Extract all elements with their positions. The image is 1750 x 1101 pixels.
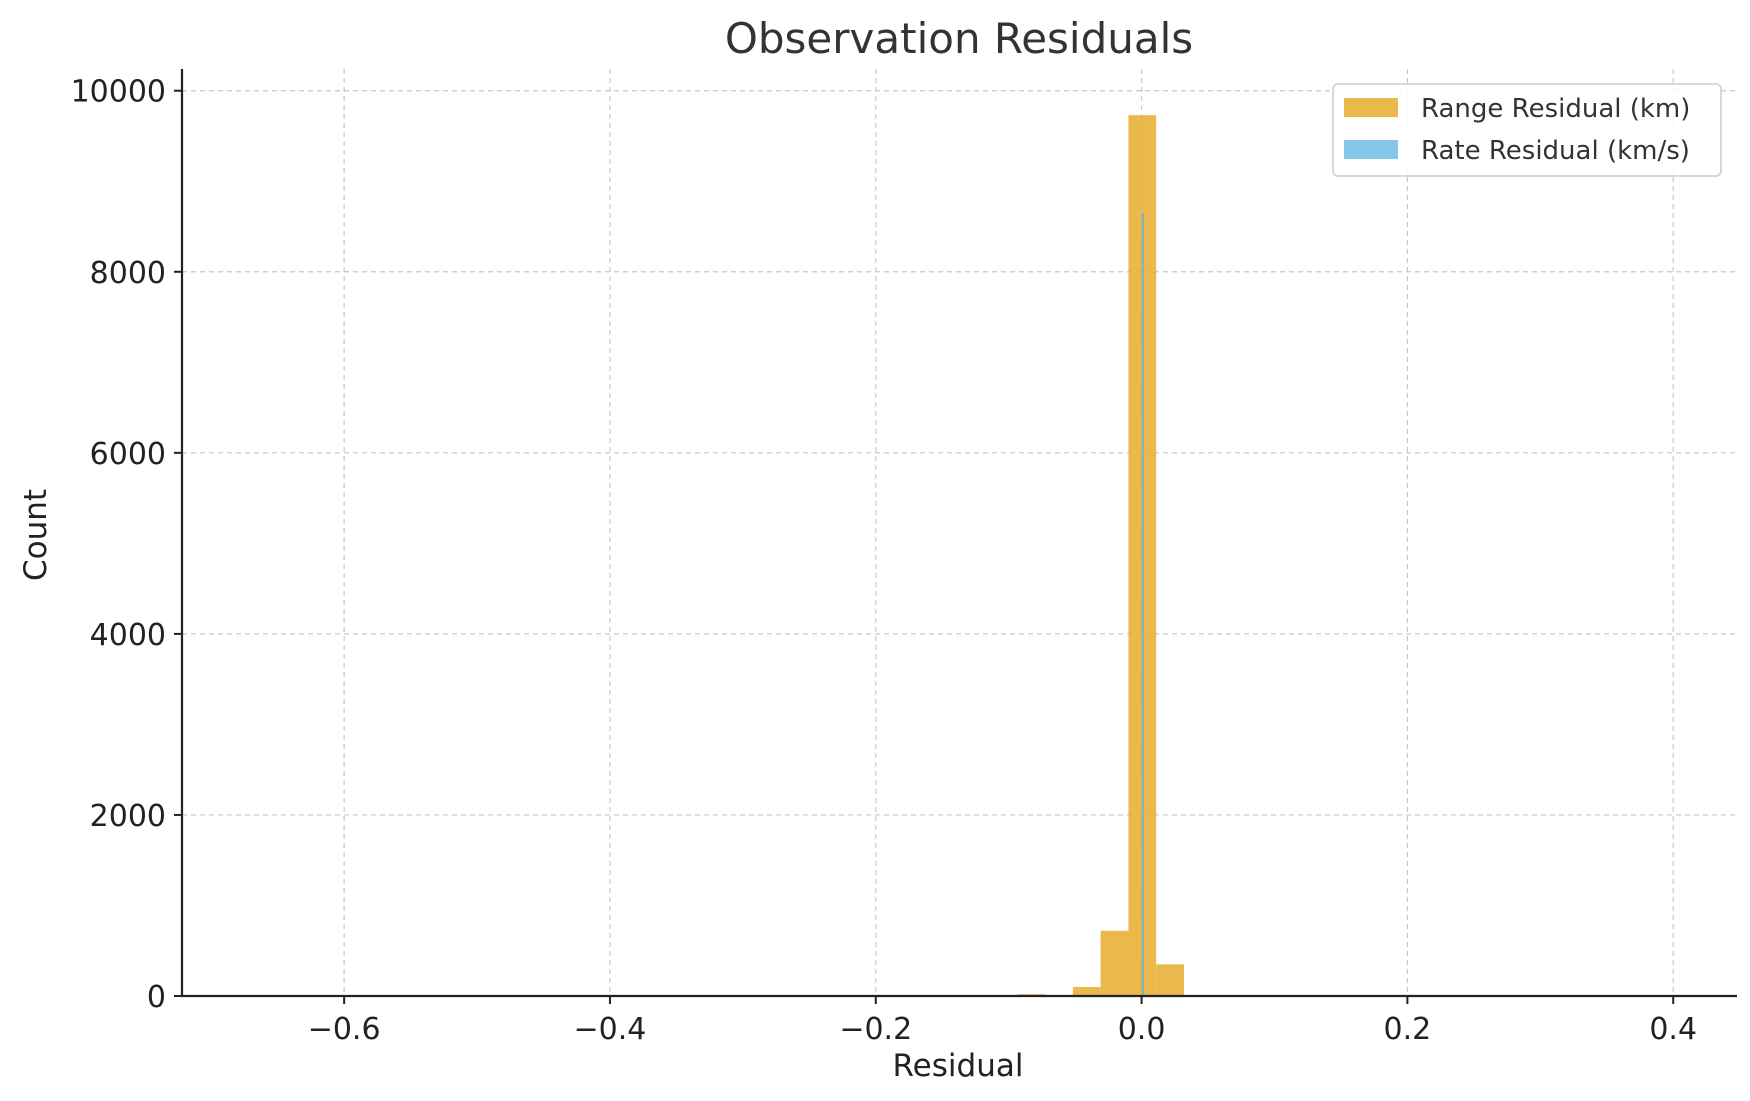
axes [180,69,1737,998]
x-tick-label: 0.4 [1649,1012,1697,1047]
legend-swatch-rate-residual [1344,140,1398,159]
legend-label-range-residual: Range Residual (km) [1421,94,1690,124]
x-tick-label: −0.4 [574,1012,647,1047]
ticks: −0.6 −0.4 −0.2 0.0 0.2 0.4 0 2000 4000 6000 8000 10… [71,75,1698,1047]
legend: Range Residual (km) Rate Residual (km/s) [1332,83,1722,177]
legend-label-rate-residual: Rate Residual (km/s) [1421,136,1690,166]
rate-residual-bar [1141,212,1144,996]
legend-frame [1332,83,1722,177]
x-axis-title: Residual [893,1048,1024,1084]
y-tick-label: 6000 [90,437,166,472]
range-residual-bar [1156,964,1184,996]
chart-title: Observation Residuals [725,14,1193,63]
x-tick-label: −0.6 [308,1012,381,1047]
x-tick-label: 0.2 [1384,1012,1432,1047]
x-tick-label: 0.0 [1118,1012,1166,1047]
y-tick-label: 4000 [90,618,166,653]
y-tick-label: 2000 [90,799,166,834]
y-tick-label: 10000 [71,75,166,110]
grid [182,69,1737,996]
histogram-bars [1017,115,1184,996]
range-residual-bar [1072,986,1101,996]
range-residual-bar [1100,930,1129,996]
x-tick-label: −0.2 [839,1012,912,1047]
y-tick-label: 0 [147,980,166,1015]
legend-swatch-range-residual [1344,98,1398,117]
y-tick-label: 8000 [90,256,166,291]
y-axis-title: Count [18,489,54,581]
